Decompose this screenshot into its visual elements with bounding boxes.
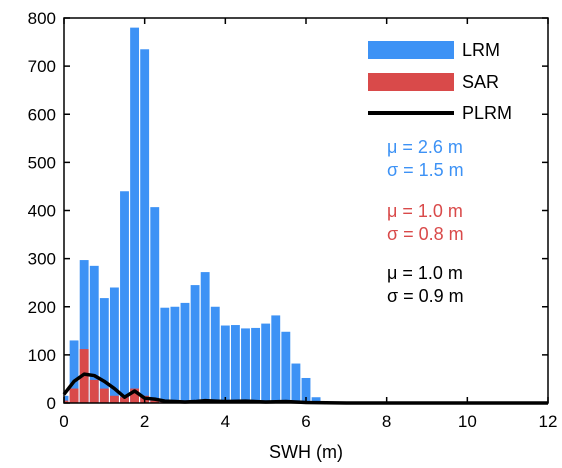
stat-mean: μ = 1.0 m	[387, 201, 463, 221]
sar-bar	[130, 388, 140, 403]
legend: LRM SAR PLRM	[368, 40, 512, 123]
lrm-bar	[170, 306, 180, 403]
legend-label-lrm: LRM	[462, 40, 500, 60]
sar-bar	[89, 379, 99, 403]
lrm-bar	[271, 315, 281, 403]
y-tick-label: 500	[28, 153, 56, 172]
lrm-bar	[261, 323, 271, 403]
x-tick-label: 4	[221, 412, 230, 431]
lrm-bar	[251, 327, 261, 403]
lrm-bar	[89, 265, 99, 403]
x-tick-label: 2	[140, 412, 149, 431]
lrm-bar	[291, 363, 301, 403]
x-tick-label: 12	[539, 412, 558, 431]
lrm-bar	[140, 49, 150, 403]
lrm-bar	[200, 272, 210, 403]
sar-bar	[64, 400, 69, 403]
lrm-bar	[281, 331, 291, 403]
legend-swatch-lrm	[368, 41, 454, 59]
stat-sigma: σ = 1.5 m	[387, 160, 464, 180]
y-tick-label: 700	[28, 57, 56, 76]
lrm-bar	[79, 260, 89, 403]
lrm-bar	[180, 302, 190, 403]
sar-bar	[99, 388, 109, 403]
lrm-bar	[311, 397, 321, 403]
lrm-bar	[230, 325, 240, 403]
lrm-bars	[64, 27, 321, 404]
stat-mean: μ = 2.6 m	[387, 137, 463, 157]
sar-bar	[150, 400, 160, 403]
lrm-bar	[301, 377, 311, 403]
stat-sigma: σ = 0.9 m	[387, 286, 464, 306]
x-tick-label: 6	[301, 412, 310, 431]
stat-sigma: σ = 0.8 m	[387, 224, 464, 244]
y-tick-label: 800	[28, 9, 56, 28]
y-tick-label: 400	[28, 202, 56, 221]
y-tick-label: 200	[28, 298, 56, 317]
lrm-bar	[130, 27, 140, 404]
y-tick-label: 300	[28, 250, 56, 269]
stats-annotations: μ = 2.6 m σ = 1.5 m μ = 1.0 m σ = 0.8 m μ = …	[387, 137, 464, 306]
lrm-bar	[109, 287, 119, 403]
lrm-bar	[220, 325, 230, 403]
lrm-bar	[150, 207, 160, 403]
legend-swatch-sar	[368, 73, 454, 91]
lrm-bar	[190, 285, 200, 403]
legend-label-sar: SAR	[462, 72, 499, 92]
lrm-bar	[120, 191, 129, 403]
axis-ticks: 0 2 4 6 8 10 12 0 100 200 300 400 500 600 700 800	[28, 9, 558, 431]
lrm-bar	[160, 307, 170, 403]
x-tick-label: 8	[382, 412, 391, 431]
stat-mean: μ = 1.0 m	[387, 263, 463, 283]
y-tick-label: 600	[28, 105, 56, 124]
lrm-bar	[210, 306, 220, 403]
sar-bar	[109, 395, 119, 403]
x-tick-label: 10	[458, 412, 477, 431]
x-axis-label: SWH (m)	[269, 442, 343, 462]
lrm-bar	[64, 395, 69, 403]
y-tick-label: 0	[47, 394, 56, 413]
sar-bar	[69, 388, 79, 403]
sar-bar	[120, 397, 129, 403]
legend-label-plrm: PLRM	[462, 103, 512, 123]
y-tick-label: 100	[28, 346, 56, 365]
x-tick-label: 0	[59, 412, 68, 431]
lrm-bar	[99, 298, 109, 403]
lrm-bar	[69, 340, 79, 403]
lrm-bar	[241, 328, 250, 403]
